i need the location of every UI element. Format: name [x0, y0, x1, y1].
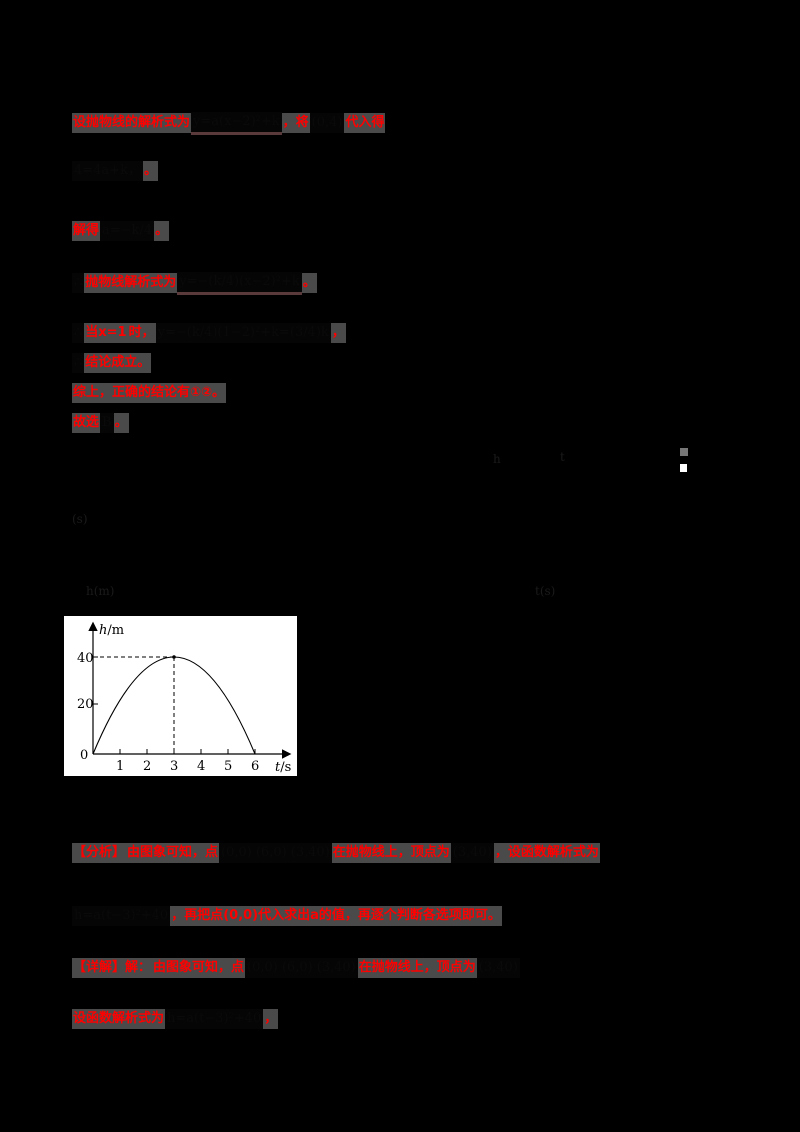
parabola-chart-svg: 20 40 0 1 2 3 4 5 6 h/m t/s [77, 621, 292, 775]
formula: (0,0) [219, 843, 254, 863]
formula: (0,0) [245, 958, 280, 978]
formula: (6,0) [253, 843, 289, 863]
y-axis-label: h/m [99, 623, 124, 638]
x-tick-labels: 1 2 3 4 5 6 [116, 749, 259, 774]
question-fragment: h [493, 452, 501, 466]
solution-detail-line-1: 【详解】解： 由图象可知，点 (0,0) (6,0) (3,40) 在抛物线上，… [72, 957, 520, 979]
text: 由图象可知，点 [126, 843, 220, 863]
therefore-symbol: ∴ [72, 273, 85, 293]
question-fragment: t(s) [535, 584, 556, 598]
y-tick-label-40: 40 [77, 651, 94, 666]
svg-text:1: 1 [116, 759, 124, 774]
text: ，再把点(0,0)代入求出a的值，再逐个判断各选项即可。 [170, 906, 502, 926]
artifact [680, 448, 688, 456]
text: 解得 [72, 221, 101, 241]
formula: (3,40) [288, 843, 332, 863]
formula: a=−k/4 [100, 221, 155, 241]
svg-text:5: 5 [224, 759, 232, 774]
text: 。 [301, 273, 317, 293]
formula: y=−(k/4)(x−2)²+k [177, 271, 302, 295]
y-tick-label-20: 20 [77, 697, 94, 712]
solution-line-2: 4=4a+k， 。 [72, 160, 158, 182]
solution-detail-line-2: 设函数解析式为 h=a(t−3)²+40 ， [72, 1008, 279, 1030]
question-fragment: h(m) [86, 584, 115, 598]
text: 在抛物线上，顶点为 [357, 958, 477, 978]
svg-text:3: 3 [170, 759, 178, 774]
formula: (3,40) [314, 958, 358, 978]
text: 。 [154, 221, 170, 241]
solution-line-6: ∴ 结论成立。 [72, 352, 152, 374]
solution-line-7: 综上，正确的结论有①②。 [72, 382, 227, 404]
artifact [680, 464, 687, 472]
therefore-symbol: ∴ [72, 323, 85, 343]
formula: (3,40) [476, 958, 520, 978]
formula: y=a(x−2)²+k [191, 111, 282, 135]
text: ，设函数解析式为 [493, 843, 600, 863]
solution-line-5: ∴ 当x=1 时， y=−(k/4)(1−2)²+k=(3/4)k ， [72, 322, 346, 344]
x-axis-label: t/s [275, 760, 291, 775]
formula: (6,0) [279, 958, 315, 978]
text: 设函数解析式为 [72, 1009, 166, 1029]
text: 综上，正确的结论有①②。 [72, 383, 227, 403]
formula: h=a(t−3)²+40 [165, 1009, 264, 1029]
solution-line-1: 设抛物线的解析式为 y=a(x−2)²+k ，将 (0,4) 代入得 [72, 111, 386, 135]
origin-label: 0 [80, 748, 88, 763]
question-fragment: (s) [72, 512, 88, 526]
formula: h=a(t−3)²+40 [72, 906, 171, 926]
text: ， [263, 1009, 279, 1029]
text: 由图象可知，点 [152, 958, 246, 978]
svg-text:4: 4 [197, 759, 205, 774]
formula: 4=4a+k， [72, 161, 143, 181]
solution-line-4: ∴ 抛物线解析式为 y=−(k/4)(x−2)²+k 。 [72, 271, 317, 295]
text: ， [330, 323, 346, 343]
formula: (0,4) [309, 113, 345, 133]
text: 当x=1 [84, 323, 128, 343]
solution-label: 【详解】解： [72, 958, 153, 978]
text: ，将 [281, 113, 310, 133]
question-fragment: t [560, 450, 565, 464]
height-time-chart: 20 40 0 1 2 3 4 5 6 h/m t/s [64, 616, 297, 776]
vertex-point [172, 655, 176, 659]
formula: (3,40) [450, 843, 494, 863]
text: 代入得 [344, 113, 386, 133]
text: 。 [113, 413, 129, 433]
therefore-symbol: ∴ [72, 353, 85, 373]
solution-line-8: 故选 B 。 [72, 412, 129, 434]
svg-text:6: 6 [251, 759, 259, 774]
text: 故选 [72, 413, 101, 433]
analysis-line-2: h=a(t−3)²+40 ，再把点(0,0)代入求出a的值，再逐个判断各选项即可… [72, 905, 502, 927]
text: 抛物线解析式为 [84, 273, 178, 293]
text: 结论成立。 [84, 353, 152, 373]
text: 。 [142, 161, 158, 181]
text: 设抛物线的解析式为 [72, 113, 192, 133]
svg-text:2: 2 [143, 759, 151, 774]
analysis-line-1: 【分析】 由图象可知，点 (0,0) (6,0) (3,40) 在抛物线上，顶点… [72, 842, 600, 864]
formula: y=−(k/4)(1−2)²+k=(3/4)k [155, 323, 331, 343]
text: 时， [127, 323, 156, 343]
analysis-label: 【分析】 [72, 843, 127, 863]
text: 在抛物线上，顶点为 [331, 843, 451, 863]
answer: B [100, 413, 114, 433]
solution-line-3: 解得 a=−k/4 。 [72, 220, 170, 242]
